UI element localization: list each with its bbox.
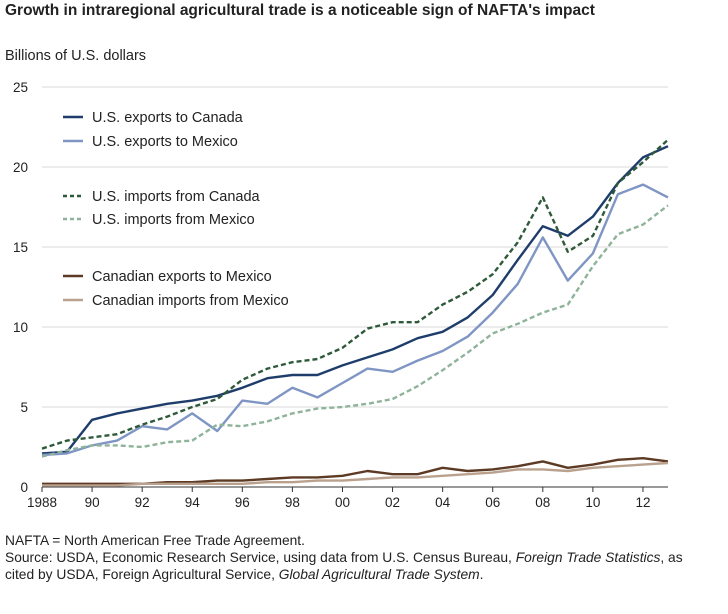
x-tick-labels: 1988 90 92 94 96 98 00 02 04 06 08 10 12 [27,487,650,510]
y-tick-15: 15 [13,240,28,255]
x-tick-1998: 98 [285,495,300,510]
legend-label-5: Canadian exports to Mexico [92,269,272,285]
note-nafta: NAFTA = North American Free Trade Agreem… [5,533,305,548]
y-tick-5: 5 [20,400,28,415]
x-tick-2006: 06 [485,495,500,510]
x-tick-2000: 00 [335,495,350,510]
x-tick-1992: 92 [135,495,150,510]
y-tick-25: 25 [13,80,28,95]
x-tick-1994: 94 [185,495,201,510]
x-tick-1990: 90 [85,495,100,510]
note-source: Source: USDA, Economic Research Service,… [5,549,705,583]
y-tick-labels: 0 5 10 15 20 25 [13,80,28,495]
source-italic-2: Global Agricultural Trade System [278,567,480,582]
chart-title: Growth in intraregional agricultural tra… [5,2,595,19]
series-line-1 [41,145,669,455]
legend: U.S. exports to Canada U.S. exports to Me… [63,110,289,309]
x-tick-2008: 08 [535,495,550,510]
x-tick-2010: 10 [585,495,600,510]
legend-label-2: U.S. exports to Mexico [92,134,238,150]
x-tick-1996: 96 [235,495,250,510]
series-line-3 [41,138,669,450]
legend-label-6: Canadian imports from Mexico [92,293,289,309]
series-line-6 [42,461,669,487]
y-tick-20: 20 [13,160,28,175]
gridlines [42,86,668,488]
y-axis-label: Billions of U.S. dollars [5,48,147,64]
series-line-2 [41,183,669,457]
source-text-b: , as cited by USDA, Foreign Agricultural… [5,550,683,582]
legend-label-4: U.S. imports from Mexico [92,212,255,228]
series-line-4 [41,204,669,458]
x-tick-2004: 04 [435,495,451,510]
series-lines [41,138,669,487]
x-tick-2012: 12 [635,495,650,510]
x-tick-2002: 02 [385,495,400,510]
y-tick-10: 10 [13,320,28,335]
chart-notes: NAFTA = North American Free Trade Agreem… [5,532,705,583]
x-tick-1988: 1988 [27,495,57,510]
legend-label-3: U.S. imports from Canada [92,189,261,205]
source-italic-1: Foreign Trade Statistics [515,550,661,565]
source-text-c: . [479,567,484,582]
y-tick-0: 0 [20,480,28,495]
legend-label-1: U.S. exports to Canada [92,110,244,126]
source-text-a: Source: USDA, Economic Research Service,… [5,550,516,565]
